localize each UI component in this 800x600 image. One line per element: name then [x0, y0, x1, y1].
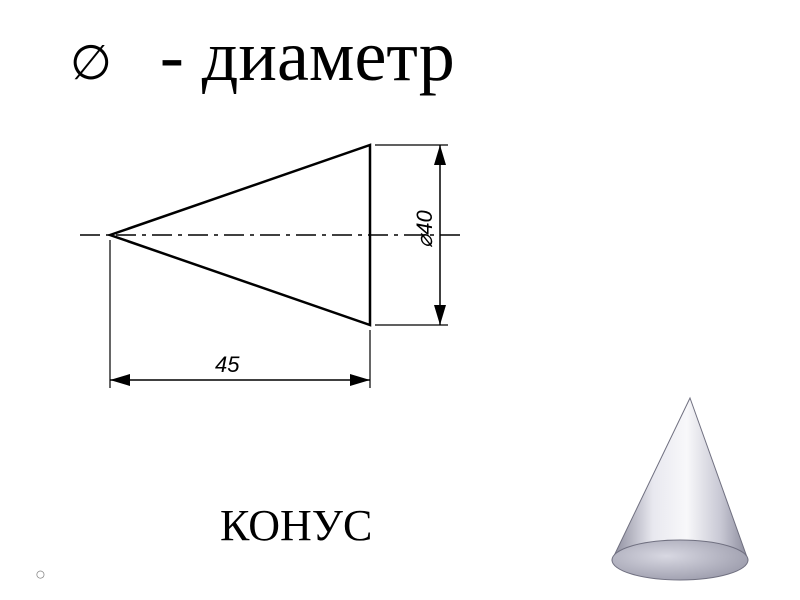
title-text: - диаметр — [160, 16, 455, 96]
diameter-symbol: ∅ — [70, 35, 112, 91]
cone-3d-icon — [590, 390, 770, 590]
engineering-drawing: 45 ⌀40 — [60, 120, 520, 430]
caption: КОНУС — [220, 500, 372, 551]
bullet-marker: ○ — [35, 564, 46, 585]
page-title: ∅ - диаметр — [70, 15, 455, 98]
dim-label-v: ⌀40 — [412, 210, 437, 248]
arrow-left — [110, 374, 130, 386]
arrow-down — [434, 305, 446, 325]
arrow-up — [434, 145, 446, 165]
arrow-right — [350, 374, 370, 386]
dim-label-h: 45 — [215, 352, 240, 377]
cone-base — [612, 540, 748, 580]
